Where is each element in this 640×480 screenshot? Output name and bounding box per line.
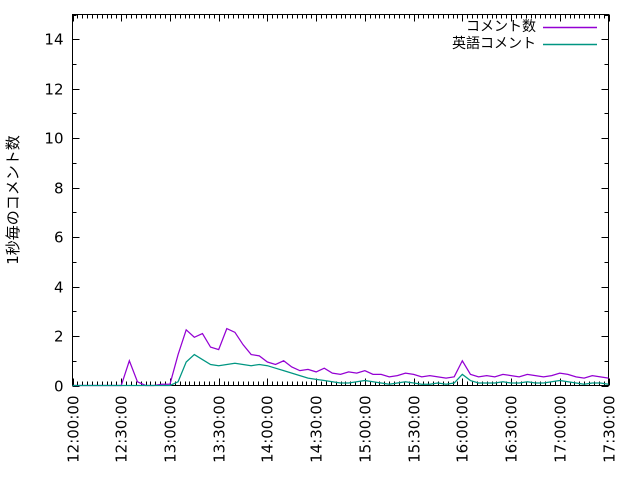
x-tick-label: 14:30:00 bbox=[308, 396, 326, 463]
x-axis-ticks: 12:00:00 12:30:00 13:00:00 13:30:00 14:00:00… bbox=[65, 14, 619, 463]
x-tick-label: 13:00:00 bbox=[162, 396, 180, 463]
x-tick-label: 16:30:00 bbox=[503, 396, 521, 463]
plot-frame bbox=[71, 13, 610, 387]
x-tick-label: 12:30:00 bbox=[113, 396, 131, 463]
y-tick-label: 8 bbox=[54, 180, 64, 198]
legend-label-1: コメント数 bbox=[466, 19, 536, 35]
y-tick-label: 4 bbox=[54, 279, 64, 297]
y-axis-title: 1秒毎のコメント数 bbox=[4, 135, 22, 265]
x-tick-label: 16:00:00 bbox=[454, 396, 472, 463]
y-tick-label: 0 bbox=[54, 378, 64, 396]
x-tick-label: 17:30:00 bbox=[601, 396, 619, 463]
legend-label-2: 英語コメント bbox=[452, 35, 536, 52]
y-tick-label: 12 bbox=[44, 81, 63, 99]
y-tick-label: 10 bbox=[44, 130, 63, 148]
y-tick-label: 6 bbox=[54, 229, 64, 247]
series-line-1 bbox=[72, 327, 609, 387]
y-tick-label: 2 bbox=[54, 328, 64, 346]
x-tick-label: 12:00:00 bbox=[65, 396, 83, 463]
y-axis-ticks: 0 2 4 6 8 10 12 14 bbox=[44, 14, 609, 396]
x-tick-label: 17:00:00 bbox=[552, 396, 570, 463]
x-tick-label: 15:30:00 bbox=[406, 396, 424, 463]
x-tick-label: 14:00:00 bbox=[259, 396, 277, 463]
x-tick-label: 13:30:00 bbox=[211, 396, 229, 463]
x-tick-label: 15:00:00 bbox=[357, 396, 375, 463]
y-axis-label: 1秒毎のコメント数 bbox=[4, 135, 22, 265]
series-line-2 bbox=[72, 353, 609, 387]
y-tick-label: 14 bbox=[44, 31, 63, 49]
series-layer bbox=[72, 327, 609, 387]
